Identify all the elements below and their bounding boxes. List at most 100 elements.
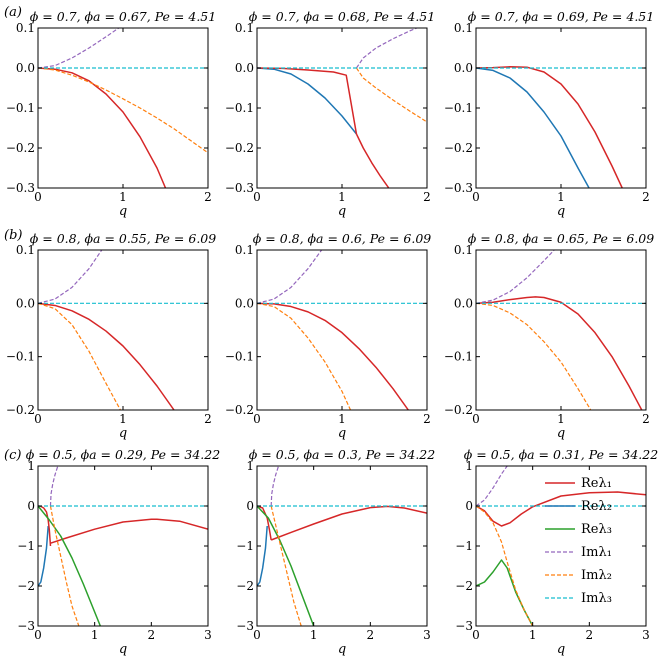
- x-tick-label: 0: [253, 412, 261, 426]
- x-axis-label: q: [338, 642, 346, 657]
- x-tick-label: 1: [119, 190, 127, 204]
- x-tick-label: 2: [642, 190, 650, 204]
- panel-5: ϕ = 0.8, ϕa = 0.6, Pe = 6.09 0 1 2 0.1 0.0 −0.…: [225, 231, 431, 441]
- x-tick-label: 2: [586, 628, 594, 642]
- y-tick-label: −3: [17, 619, 35, 633]
- panel-4: ϕ = 0.8, ϕa = 0.55, Pe = 6.09 0 1 2 0.1 0.0 −0…: [6, 231, 216, 441]
- x-axis-label: q: [338, 426, 346, 441]
- panel-2: ϕ = 0.7, ϕa = 0.68, Pe = 4.51 0 1 2 0.1 0.0 −0…: [225, 9, 435, 219]
- panel-1: ϕ = 0.7, ϕa = 0.67, Pe = 4.51 0 1 2 0.1 0.0 −0…: [6, 9, 216, 219]
- series-line-imλ1: [38, 250, 103, 304]
- series-line-imλ2: [257, 302, 352, 410]
- series-line-reλ3: [476, 559, 534, 626]
- y-tick-label: −0.1: [225, 101, 254, 115]
- x-tick-label: 1: [338, 412, 346, 426]
- y-tick-label: −0.2: [6, 141, 35, 155]
- y-tick-label: 0: [465, 499, 473, 513]
- x-tick-label: 0: [34, 412, 42, 426]
- axes-frame: [37, 465, 209, 627]
- y-tick-label: 0.1: [16, 21, 35, 35]
- y-tick-label: −0.1: [6, 350, 35, 364]
- series-line-reλ1: [38, 67, 167, 188]
- series-line-reλ1a: [38, 505, 52, 547]
- row-label-a: (a): [4, 5, 22, 20]
- series-line-reλ1: [270, 505, 427, 541]
- y-tick-label: −3: [455, 619, 473, 633]
- y-tick-label: 1: [465, 459, 473, 473]
- axes-frame: [37, 27, 209, 189]
- series-line-imλ2: [270, 505, 302, 626]
- x-tick-label: 0: [472, 190, 480, 204]
- series-line-imλ1: [257, 250, 323, 304]
- y-tick-label: 0.1: [235, 21, 254, 35]
- x-tick-label: 3: [423, 628, 431, 642]
- y-tick-label: −0.2: [225, 403, 254, 417]
- legend-label: Imλ₂: [581, 568, 612, 583]
- y-tick-label: −2: [17, 579, 35, 593]
- x-tick-label: 3: [204, 628, 212, 642]
- legend-label: Imλ₁: [581, 545, 612, 560]
- x-tick-label: 1: [557, 190, 565, 204]
- axes-frame: [256, 249, 428, 411]
- panel-title: ϕ = 0.5, ϕa = 0.3, Pe = 34.22: [249, 447, 435, 462]
- y-tick-label: −1: [17, 539, 35, 553]
- y-tick-label: −0.2: [444, 403, 473, 417]
- x-axis-label: q: [119, 642, 127, 657]
- x-tick-label: 2: [204, 412, 212, 426]
- panel-title: ϕ = 0.8, ϕa = 0.55, Pe = 6.09: [30, 231, 216, 246]
- legend-label: Reλ₂: [581, 499, 612, 514]
- axes-frame: [256, 27, 428, 189]
- series-line-reλ2: [257, 67, 358, 135]
- x-axis-label: q: [119, 426, 127, 441]
- y-tick-label: −0.1: [6, 101, 35, 115]
- panel-6: ϕ = 0.8, ϕa = 0.65, Pe = 6.09 0 1 2 0.1 0.0 −0…: [444, 231, 654, 441]
- legend: Reλ₁ Reλ₂ Reλ₃ Imλ₁ Imλ₂ Imλ₃: [545, 476, 612, 606]
- series-line-imλ2: [38, 302, 121, 410]
- x-tick-label: 1: [91, 628, 99, 642]
- series-line-imλ2: [476, 302, 592, 410]
- panel-title: ϕ = 0.5, ϕa = 0.29, Pe = 34.22: [26, 447, 220, 462]
- series-line-imλ1: [38, 28, 120, 69]
- series-line-reλ1: [476, 66, 623, 188]
- panels-group: ϕ = 0.7, ϕa = 0.67, Pe = 4.51 0 1 2 0.1 0.0 −0…: [6, 9, 658, 657]
- y-tick-label: 0.0: [16, 61, 35, 75]
- legend-label: Reλ₁: [581, 476, 612, 491]
- y-tick-label: 1: [246, 459, 254, 473]
- series-line-reλ2: [38, 525, 49, 587]
- series-line-reλ1b: [355, 133, 390, 188]
- y-tick-label: 0.0: [16, 296, 35, 310]
- axes-frame: [475, 27, 647, 189]
- x-tick-label: 1: [338, 190, 346, 204]
- y-tick-label: −0.3: [225, 181, 254, 195]
- x-tick-label: 2: [423, 190, 431, 204]
- x-tick-label: 0: [34, 190, 42, 204]
- y-tick-label: 0: [246, 499, 254, 513]
- y-tick-label: −0.2: [6, 403, 35, 417]
- panel-7: ϕ = 0.5, ϕa = 0.29, Pe = 34.22 0 1 2 3 1 0 −1 −2…: [17, 447, 220, 657]
- series-line-imλ1: [355, 28, 418, 69]
- series-line-reλ1: [257, 302, 409, 410]
- axes-frame: [37, 249, 209, 411]
- series-line-reλ1: [257, 67, 358, 135]
- x-tick-label: 2: [204, 190, 212, 204]
- panel-title: ϕ = 0.7, ϕa = 0.68, Pe = 4.51: [249, 9, 435, 24]
- y-tick-label: 0.0: [454, 296, 473, 310]
- y-tick-label: 0.0: [454, 61, 473, 75]
- y-tick-label: −3: [236, 619, 254, 633]
- panel-title: ϕ = 0.8, ϕa = 0.6, Pe = 6.09: [253, 231, 432, 246]
- y-tick-label: −0.3: [6, 181, 35, 195]
- y-tick-label: −0.1: [444, 350, 473, 364]
- series-line-reλ1a: [257, 505, 272, 541]
- series-line-reλ1: [476, 491, 646, 527]
- x-tick-label: 1: [119, 412, 127, 426]
- y-tick-label: −2: [236, 579, 254, 593]
- series-line-imλ1: [49, 466, 59, 507]
- series-line-imλ2: [38, 67, 208, 154]
- y-tick-label: −0.2: [444, 141, 473, 155]
- x-tick-label: 0: [253, 190, 261, 204]
- series-line-imλ2: [476, 505, 534, 626]
- x-tick-label: 3: [642, 628, 650, 642]
- panel-title: ϕ = 0.7, ϕa = 0.67, Pe = 4.51: [30, 9, 216, 24]
- series-line-reλ1: [38, 302, 175, 410]
- y-tick-label: −0.2: [225, 141, 254, 155]
